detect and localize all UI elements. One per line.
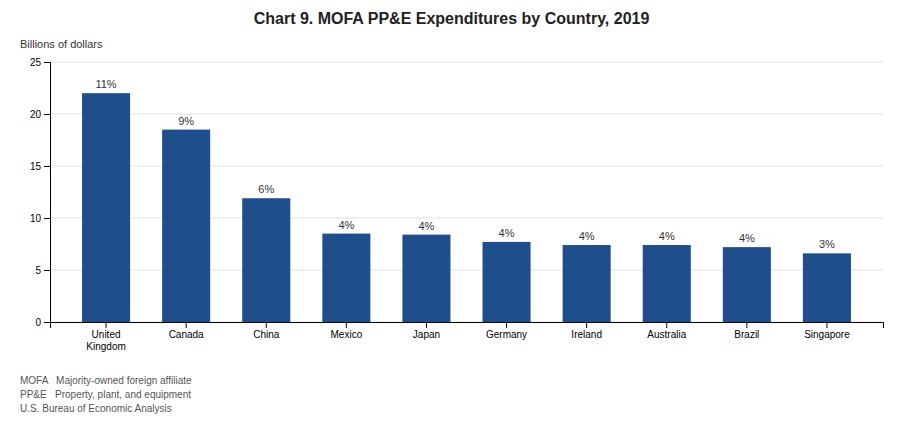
y-tick: 5 xyxy=(35,265,50,276)
x-tick-mark xyxy=(346,322,347,328)
y-tick: 15 xyxy=(30,161,50,172)
x-tick-mark xyxy=(426,322,427,328)
bar-annotation: 3% xyxy=(819,238,835,250)
x-tick-label: Germany xyxy=(486,329,527,340)
x-tick-label: Ireland xyxy=(571,329,602,340)
x-tick-label: Canada xyxy=(169,329,204,340)
bar-annotation: 9% xyxy=(178,115,194,127)
y-tick-label: 5 xyxy=(35,265,41,276)
bar xyxy=(483,242,531,322)
y-tick: 10 xyxy=(30,213,50,224)
x-tick-label-line: Canada xyxy=(169,329,204,340)
x-tick-label-line: Ireland xyxy=(571,329,602,340)
title: Chart 9. MOFA PP&E Expenditures by Count… xyxy=(254,10,650,27)
x-tick: Ireland xyxy=(571,322,602,340)
x-tick-label: Singapore xyxy=(804,329,850,340)
y-tick-label: 25 xyxy=(30,57,42,68)
x-tick-mark xyxy=(506,322,507,328)
y-tick-label: 15 xyxy=(30,161,42,172)
footnote: MOFA Majority-owned foreign affiliate xyxy=(20,375,192,386)
plot: 11% 9% 6% 4% 4% 4% 4% 4% 4% 3% 0 5 10 15 20 25 UnitedKin… xyxy=(30,57,884,352)
x-tick-label: Australia xyxy=(647,329,686,340)
bar xyxy=(402,235,450,322)
y-tick: 25 xyxy=(30,57,50,68)
x-tick-label-line: Germany xyxy=(486,329,527,340)
x-tick: Canada xyxy=(169,322,204,340)
footnotes: MOFA Majority-owned foreign affiliate PP&… xyxy=(20,375,192,414)
x-tick-mark xyxy=(266,322,267,328)
bar-annotation: 4% xyxy=(659,230,675,242)
x-tick-mark xyxy=(106,322,107,328)
x-tick-label: China xyxy=(253,329,280,340)
x-tick: Germany xyxy=(486,322,527,340)
x-tick-label: Japan xyxy=(413,329,440,340)
y-tick: 0 xyxy=(35,317,50,328)
y-axis: 0 5 10 15 20 25 xyxy=(30,57,51,328)
x-axis: UnitedKingdom Canada China Mexico Japan Germa… xyxy=(51,322,884,352)
bar xyxy=(803,253,851,322)
x-tick: Singapore xyxy=(804,322,850,340)
grid-line xyxy=(50,62,883,63)
y-tick-label: 10 xyxy=(30,213,42,224)
x-axis-line xyxy=(51,323,884,329)
y-tick: 20 xyxy=(30,109,50,120)
bar-annotation: 4% xyxy=(418,220,434,232)
x-tick-label-line: China xyxy=(253,329,280,340)
x-tick-label-line: Australia xyxy=(647,329,686,340)
bar-annotations: 11% 9% 6% 4% 4% 4% 4% 4% 4% 3% xyxy=(95,78,835,250)
bar xyxy=(242,198,290,322)
bar xyxy=(82,93,130,322)
grid-line xyxy=(50,114,883,115)
x-tick: Mexico xyxy=(331,322,363,340)
bar xyxy=(723,247,771,322)
x-tick-label: Brazil xyxy=(734,329,759,340)
x-tick-mark xyxy=(746,322,747,328)
bar-annotation: 4% xyxy=(579,230,595,242)
x-tick-label-line: Singapore xyxy=(804,329,850,340)
bar-annotation: 6% xyxy=(258,183,274,195)
y-tick-mark xyxy=(44,218,50,219)
y-tick-mark xyxy=(44,166,50,167)
y-axis-label: Billions of dollars xyxy=(20,38,103,50)
bar xyxy=(563,245,611,322)
y-tick-mark xyxy=(44,270,50,271)
y-tick-mark xyxy=(44,62,50,63)
bar xyxy=(643,245,691,322)
x-tick-mark xyxy=(666,322,667,328)
x-tick-label-line: Kingdom xyxy=(86,341,125,352)
bar-annotation: 4% xyxy=(739,232,755,244)
grid xyxy=(50,62,883,322)
x-tick: UnitedKingdom xyxy=(86,322,125,352)
chart: Chart 9. MOFA PP&E Expenditures by Count… xyxy=(0,0,903,422)
bar xyxy=(322,234,370,322)
x-tick: China xyxy=(253,322,280,340)
x-tick-label-line: United xyxy=(92,329,121,340)
x-tick-mark xyxy=(186,322,187,328)
y-tick-label: 0 xyxy=(35,317,41,328)
x-tick-mark xyxy=(826,322,827,328)
x-tick: Brazil xyxy=(734,322,759,340)
x-tick-label-line: Mexico xyxy=(331,329,363,340)
bar-annotation: 4% xyxy=(338,219,354,231)
bar-annotation: 4% xyxy=(499,227,515,239)
footnote: PP&E Property, plant, and equipment xyxy=(20,389,191,400)
x-tick-label-line: Brazil xyxy=(734,329,759,340)
bar xyxy=(162,130,210,322)
y-tick-mark xyxy=(44,114,50,115)
bar-annotation: 11% xyxy=(95,78,116,90)
y-axis-line xyxy=(44,63,51,323)
footnote: U.S. Bureau of Economic Analysis xyxy=(20,403,172,414)
x-tick-label-line: Japan xyxy=(413,329,440,340)
bars xyxy=(82,93,851,322)
x-tick-label: UnitedKingdom xyxy=(86,329,125,352)
x-tick-label: Mexico xyxy=(331,329,363,340)
x-tick-mark xyxy=(586,322,587,328)
x-tick: Australia xyxy=(647,322,686,340)
x-tick: Japan xyxy=(413,322,440,340)
y-tick-mark xyxy=(44,322,50,323)
y-tick-label: 20 xyxy=(30,109,42,120)
